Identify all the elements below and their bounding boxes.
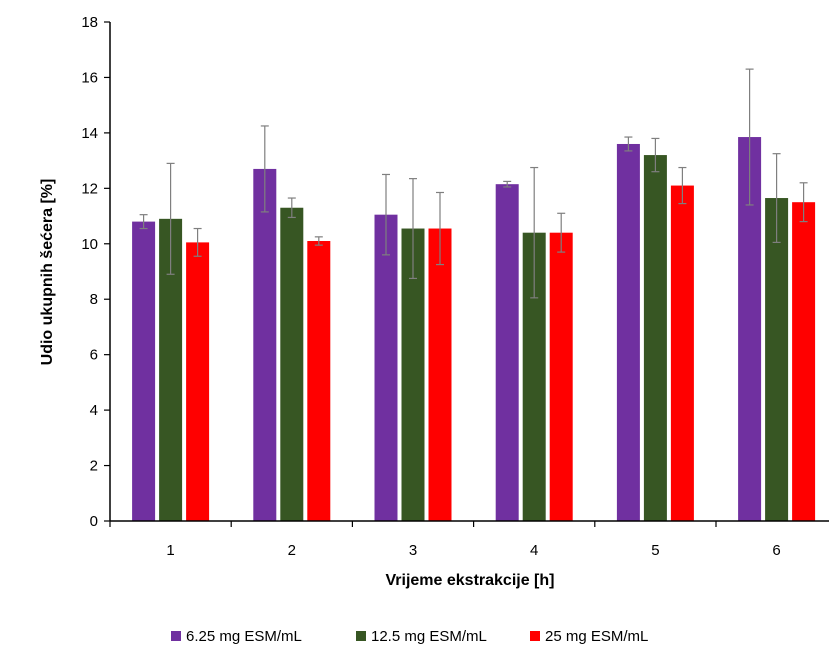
legend-label: 6.25 mg ESM/mL [186,628,302,645]
bar [307,241,331,521]
bar [522,232,546,521]
x-tick-label: 6 [772,542,780,559]
y-tick-label: 10 [81,236,98,253]
bar [374,214,398,522]
y-tick-label: 18 [81,14,98,31]
bar [428,228,452,521]
x-tick-label: 1 [166,542,174,559]
x-tick-label: 3 [409,542,417,559]
error-bars-layer [139,68,808,299]
y-tick-label: 6 [90,347,98,364]
bar [792,202,816,521]
y-axis-title: Udio ukupnih šećera [%] [39,179,56,366]
legend-item: 25 mg ESM/mL [530,628,648,645]
y-tick-labels: 0 2 4 6 8 10 12 14 16 18 [81,14,98,530]
y-tick-label: 0 [90,513,98,530]
bar [495,184,519,522]
bar [159,218,183,522]
bar [738,137,762,521]
bar [765,198,789,521]
bar [643,155,667,522]
x-tick-label: 4 [530,542,538,559]
legend-item: 6.25 mg ESM/mL [171,628,302,645]
legend-swatch [530,631,540,641]
bar [186,242,210,521]
bars-layer [132,137,816,522]
bar [253,168,277,521]
legend-item: 12.5 mg ESM/mL [356,628,487,645]
x-tick-label: 5 [651,542,659,559]
y-tick-label: 14 [81,125,98,142]
bar [132,221,156,521]
bar [280,207,304,521]
y-tick-label: 4 [90,402,98,419]
axes-layer [104,21,829,527]
bar [401,228,425,521]
bar [616,143,640,521]
legend-swatch [356,631,366,641]
legend-swatch [171,631,181,641]
bar [670,185,694,522]
bar [549,232,573,521]
x-tick-labels: 1 2 3 4 5 6 [166,542,780,559]
y-tick-label: 2 [90,458,98,475]
y-tick-label: 12 [81,180,98,197]
x-tick-label: 2 [288,542,296,559]
x-axis-title: Vrijeme ekstrakcije [h] [386,572,555,589]
legend: 6.25 mg ESM/mL 12.5 mg ESM/mL 25 mg ESM/mL [171,628,648,645]
y-tick-label: 8 [90,291,98,308]
legend-label: 12.5 mg ESM/mL [371,628,487,645]
legend-label: 25 mg ESM/mL [545,628,648,645]
y-tick-label: 16 [81,69,98,86]
